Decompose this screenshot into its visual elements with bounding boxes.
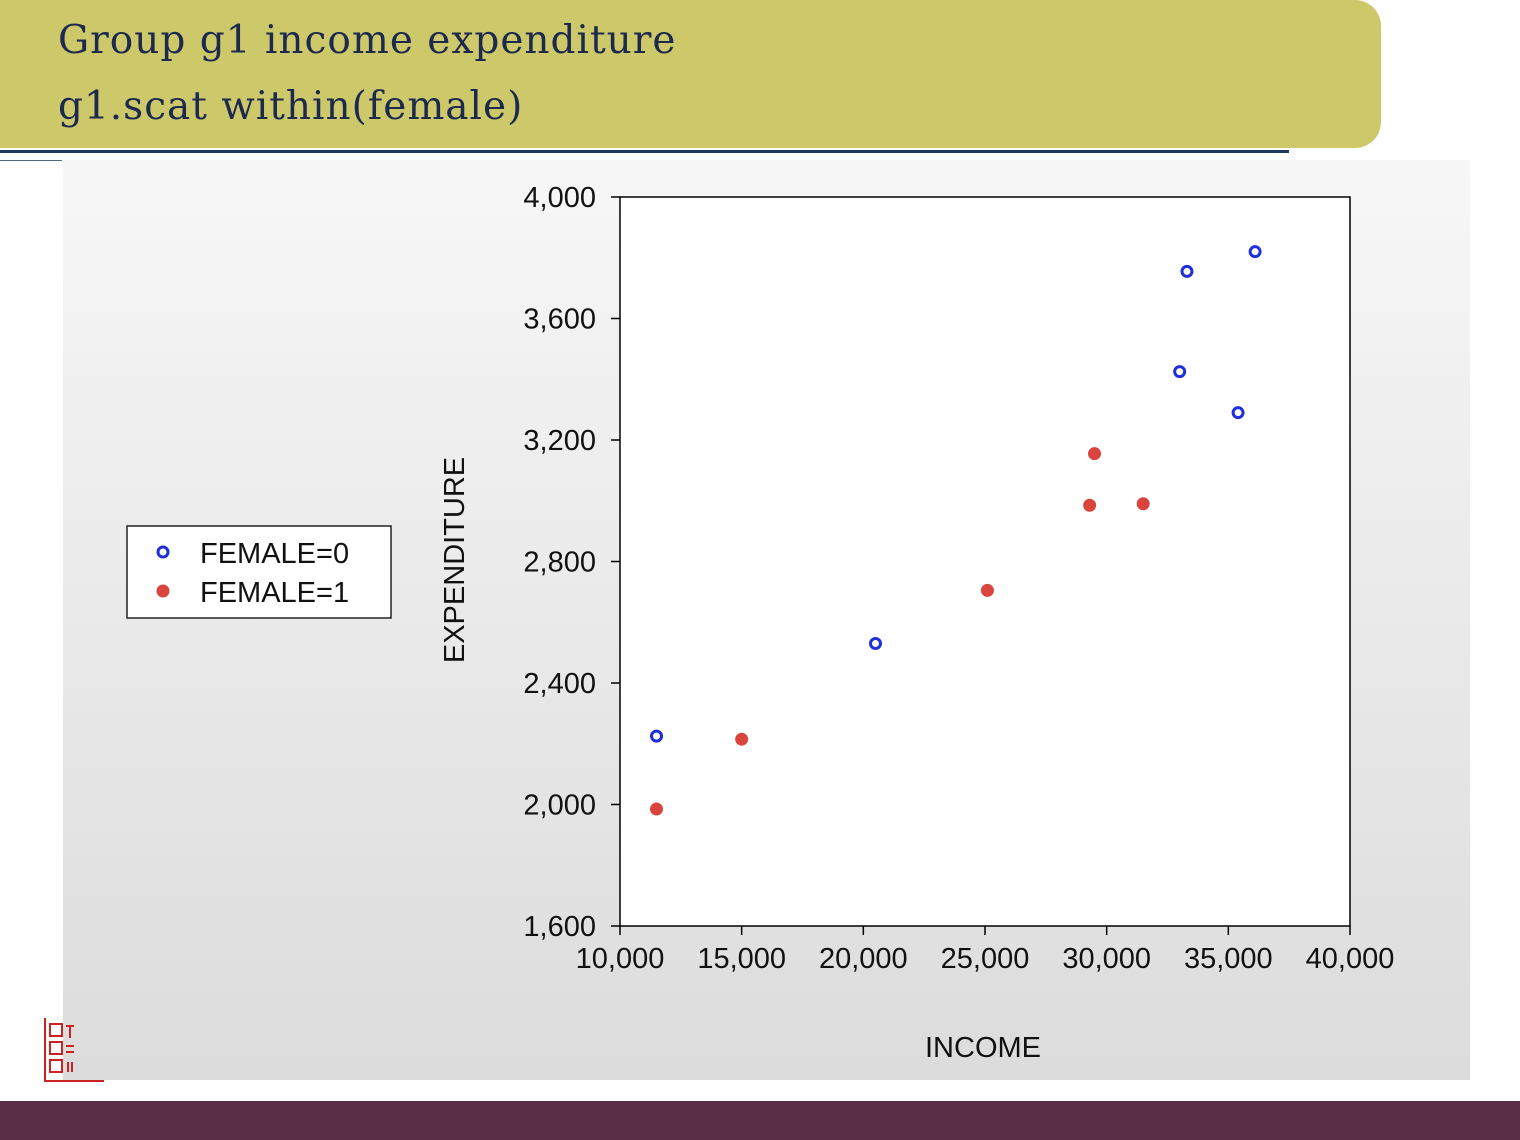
data-point [1248,245,1262,259]
data-point [1136,497,1150,511]
data-point [650,729,663,743]
y-tick-label: 2,000 [523,790,596,822]
legend-marker [156,545,170,559]
x-tick-label: 30,000 [1062,943,1151,975]
data-point [650,802,663,816]
data-point [1083,498,1097,512]
data-point [1088,447,1101,461]
x-tick-label: 10,000 [576,943,665,975]
title-divider [0,150,1289,153]
y-tick-label: 1,600 [523,911,596,943]
seal-logo [44,1018,104,1082]
legend: FEMALE=0 FEMALE=1 [126,525,392,619]
data-point [1231,406,1245,420]
data-point [1173,365,1187,379]
x-axis-label: INCOME [925,1032,1041,1064]
slide-title: Group g1 income expenditure [58,18,677,63]
legend-marker [156,584,170,598]
data-point [735,732,749,746]
y-tick-label: 3,200 [523,425,596,457]
legend-label: FEMALE=1 [200,577,349,609]
y-tick-label: 2,400 [523,668,596,700]
y-tick-label: 4,000 [523,182,596,214]
data-point [869,637,882,651]
x-axis: 10,000 15,000 20,000 25,000 30,000 35,000 40,0… [576,926,1395,975]
title-divider-thin [0,160,62,161]
scatter-chart: FEMALE=0 FEMALE=1 1,600 2,000 2,400 2,800 3,2… [126,182,1395,1064]
data-points [650,245,1262,816]
x-tick-label: 20,000 [819,943,908,975]
legend-label: FEMALE=0 [200,538,349,570]
slide-command: g1.scat within(female) [58,84,524,129]
x-tick-label: 25,000 [941,943,1030,975]
plot-area [619,196,1351,927]
x-tick-label: 35,000 [1184,943,1273,975]
chart-panel: FEMALE=0 FEMALE=1 1,600 2,000 2,400 2,800 3,2… [63,160,1470,1080]
y-tick-label: 3,600 [523,304,596,336]
data-point [980,583,994,597]
y-axis-label: EXPENDITURE [439,457,471,663]
x-tick-label: 40,000 [1306,943,1395,975]
y-tick-label: 2,800 [523,547,596,579]
title-band: Group g1 income expenditure g1.scat with… [0,0,1381,148]
data-point [1180,264,1194,278]
legend-box [126,525,392,619]
footer-bar [0,1101,1520,1140]
y-axis: 1,600 2,000 2,400 2,800 3,200 3,600 4,000 [523,182,620,943]
x-tick-label: 15,000 [697,943,786,975]
